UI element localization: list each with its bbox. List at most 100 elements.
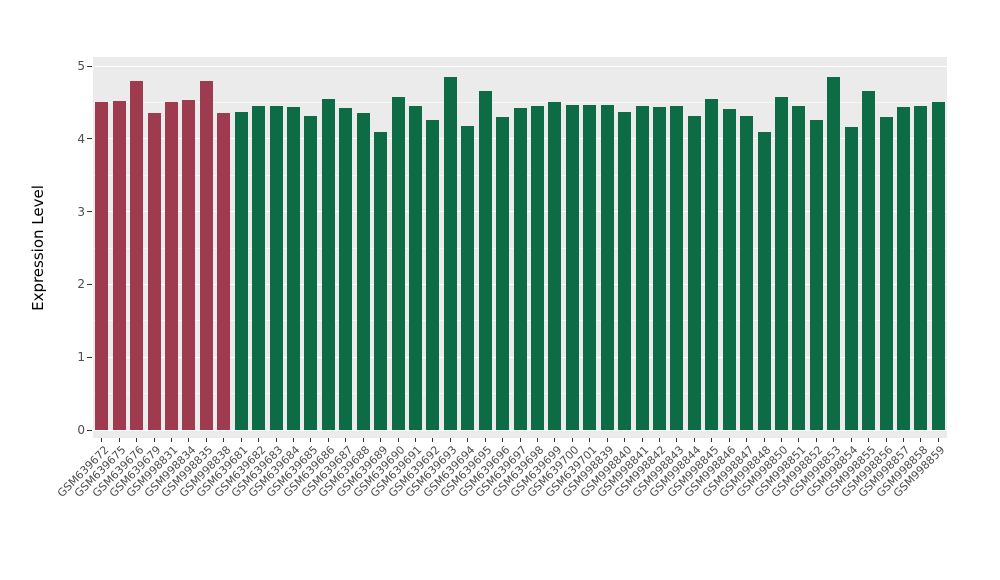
bar [548,102,562,430]
x-tick-mark [136,438,138,442]
x-tick-mark [362,438,364,442]
bar [792,106,806,430]
bar [809,119,823,430]
y-tick-mark [87,429,92,431]
bar [391,96,405,430]
bar [705,98,719,430]
y-tick-label: 4 [77,131,85,146]
x-tick-mark [258,438,260,442]
x-tick-mark [641,438,643,442]
x-tick-mark [833,438,835,442]
bar [565,104,579,430]
bar [304,115,318,430]
bar [426,119,440,430]
x-tick-mark [763,438,765,442]
x-tick-mark [676,438,678,442]
x-tick-mark [170,438,172,442]
major-gridline [93,429,947,431]
bar [443,76,457,430]
x-tick-mark [484,438,486,442]
bar [827,76,841,430]
x-tick-mark [397,438,399,442]
y-tick-label: 5 [77,59,85,73]
x-tick-mark [711,438,713,442]
bar [774,97,788,430]
bar [286,106,300,430]
bar [252,106,266,430]
x-tick-mark [310,438,312,442]
bar [740,115,754,430]
bar [862,91,876,430]
x-tick-mark [571,438,573,442]
x-tick-mark [205,438,207,442]
x-tick-mark [449,438,451,442]
bar [879,116,893,430]
bar [757,131,771,430]
plot-panel [93,57,947,438]
x-tick-mark [380,438,382,442]
y-tick-mark [87,138,92,140]
y-tick-label: 2 [77,277,85,292]
x-tick-mark [101,438,103,442]
x-tick-mark [780,438,782,442]
x-tick-mark [414,438,416,442]
bar [408,106,422,430]
x-tick-mark [502,438,504,442]
x-tick-mark [240,438,242,442]
major-gridline [93,65,947,67]
x-tick-mark [868,438,870,442]
bar [722,108,736,430]
bar [530,106,544,430]
x-tick-mark [153,438,155,442]
bar [164,102,178,430]
x-tick-mark [188,438,190,442]
x-tick-mark [746,438,748,442]
x-tick-mark [920,438,922,442]
x-tick-mark [798,438,800,442]
y-tick-mark [87,283,92,285]
x-tick-mark [658,438,660,442]
bar [496,116,510,430]
x-tick-mark [937,438,939,442]
bar [461,126,475,430]
y-tick-label: 0 [77,423,85,437]
bar [914,106,928,430]
bar [844,127,858,430]
x-tick-mark [728,438,730,442]
x-tick-mark [327,438,329,442]
bar [670,106,684,430]
minor-gridline [93,101,947,103]
bar [652,106,666,430]
x-tick-mark [624,438,626,442]
bar [478,91,492,430]
y-tick-label: 1 [77,350,85,365]
x-tick-mark [118,438,120,442]
x-tick-mark [432,438,434,442]
bar [931,102,945,430]
bar [513,107,527,430]
bar [147,113,161,430]
x-tick-mark [885,438,887,442]
y-axis-title: Expression Level [29,185,47,311]
bar [130,80,144,430]
x-tick-mark [815,438,817,442]
bar [217,113,231,430]
x-tick-mark [606,438,608,442]
x-tick-mark [292,438,294,442]
bar [618,111,632,430]
x-tick-mark [467,438,469,442]
x-tick-mark [519,438,521,442]
bar [182,100,196,430]
y-tick-label: 3 [77,204,85,219]
x-tick-mark [223,438,225,442]
bar [356,113,370,430]
x-tick-mark [536,438,538,442]
x-tick-mark [902,438,904,442]
x-tick-mark [850,438,852,442]
bar [269,106,283,430]
x-tick-mark [554,438,556,442]
bar [600,105,614,430]
bar [199,80,213,430]
bar [95,102,109,430]
bar [339,108,353,430]
